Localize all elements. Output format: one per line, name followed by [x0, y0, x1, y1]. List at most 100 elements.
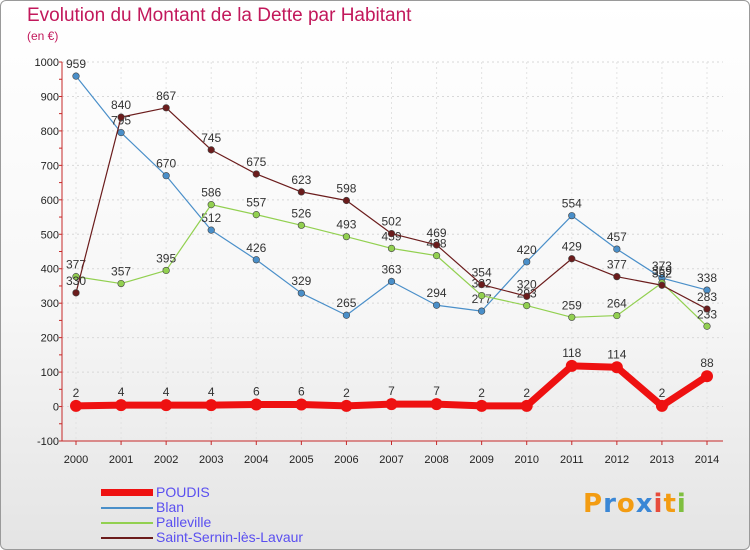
data-point-palleville: [297, 221, 305, 229]
data-point-blan: [703, 286, 711, 294]
data-point-saint-sernin-les-lavaur: [432, 241, 441, 249]
data-label-poudis: 2: [523, 386, 530, 400]
data-point-poudis: [655, 399, 668, 412]
data-label-poudis: 7: [433, 384, 440, 398]
data-label-saint-sernin-les-lavaur: 429: [562, 240, 582, 254]
data-label-poudis: 114: [607, 347, 626, 361]
data-label-saint-sernin-les-lavaur: 598: [336, 182, 356, 196]
legend-label: Blan: [156, 499, 185, 515]
data-label-poudis: 6: [253, 384, 260, 398]
data-point-blan: [207, 226, 215, 234]
data-point-blan: [478, 307, 486, 315]
legend-item: Saint-Sernin-lès-Lavaur: [101, 530, 303, 545]
data-label-saint-sernin-les-lavaur: 354: [472, 266, 492, 280]
data-point-saint-sernin-les-lavaur: [658, 281, 666, 289]
data-point-palleville: [523, 301, 531, 310]
unit-label: (en €): [27, 29, 59, 43]
data-label-blan: 554: [562, 197, 582, 211]
legend-swatch: [101, 506, 153, 509]
data-label-saint-sernin-les-lavaur: 320: [517, 277, 537, 291]
data-label-blan: 265: [336, 296, 356, 310]
data-label-poudis: 4: [163, 385, 170, 399]
data-label-palleville: 357: [111, 265, 131, 279]
y-tick-label: 0: [53, 402, 59, 414]
data-point-saint-sernin-les-lavaur: [252, 170, 260, 178]
data-label-saint-sernin-les-lavaur: 867: [156, 89, 176, 103]
data-label-palleville: 586: [201, 186, 221, 200]
data-point-poudis: [250, 398, 263, 411]
data-point-palleville: [72, 273, 80, 281]
data-point-blan: [252, 256, 260, 264]
legend-label: Palleville: [156, 514, 212, 530]
data-label-palleville: 377: [66, 258, 86, 272]
data-point-poudis: [115, 399, 128, 412]
data-point-blan: [613, 245, 621, 253]
data-point-saint-sernin-les-lavaur: [387, 229, 396, 238]
data-point-blan: [117, 129, 125, 137]
data-label-blan: 329: [291, 274, 311, 288]
data-point-saint-sernin-les-lavaur: [207, 146, 215, 154]
y-tick-label: 600: [41, 195, 59, 207]
x-tick-label: 2013: [650, 454, 674, 466]
data-label-saint-sernin-les-lavaur: 623: [291, 173, 311, 187]
data-label-poudis: 2: [343, 386, 350, 400]
data-point-poudis: [160, 399, 173, 412]
x-tick-label: 2002: [154, 454, 178, 466]
data-point-saint-sernin-les-lavaur: [117, 113, 125, 121]
data-label-poudis: 118: [562, 346, 581, 360]
data-point-saint-sernin-les-lavaur: [523, 292, 531, 300]
data-point-saint-sernin-les-lavaur: [162, 104, 170, 112]
data-label-palleville: 359: [652, 264, 672, 278]
data-label-poudis: 4: [118, 385, 125, 399]
y-tick-label: 400: [41, 264, 59, 276]
data-label-palleville: 493: [336, 218, 356, 232]
data-label-poudis: 2: [659, 386, 666, 400]
data-point-blan: [387, 277, 396, 286]
data-point-saint-sernin-les-lavaur: [72, 289, 80, 297]
data-label-poudis: 7: [388, 384, 395, 398]
data-label-poudis: 2: [478, 386, 485, 400]
data-label-poudis: 2: [73, 386, 80, 400]
legend: POUDIS Blan Palleville Saint-Sernin-lès-Lav…: [101, 485, 303, 545]
logo-letter: P: [583, 489, 604, 519]
x-tick-label: 2007: [379, 454, 403, 466]
data-point-palleville: [478, 292, 486, 300]
data-point-poudis: [520, 399, 533, 412]
y-tick-label: 200: [41, 333, 59, 345]
data-label-poudis: 6: [298, 384, 305, 398]
data-label-saint-sernin-les-lavaur: 330: [66, 274, 86, 288]
x-tick-label: 2011: [560, 454, 584, 466]
data-label-saint-sernin-les-lavaur: 377: [607, 258, 627, 272]
data-label-poudis: 4: [208, 385, 215, 399]
y-tick-label: -100: [37, 436, 59, 448]
data-label-saint-sernin-les-lavaur: 502: [381, 215, 401, 229]
data-label-saint-sernin-les-lavaur: 469: [427, 226, 447, 240]
legend-swatch: [101, 536, 153, 539]
legend-item: Blan: [101, 500, 303, 515]
logo-letter: t: [663, 489, 677, 519]
x-tick-label: 2006: [334, 454, 358, 466]
x-tick-label: 2009: [469, 454, 493, 466]
data-point-blan: [568, 212, 576, 220]
y-tick-label: 900: [41, 91, 59, 103]
legend-item: POUDIS: [101, 485, 303, 500]
data-label-blan: 294: [427, 286, 447, 300]
data-label-blan: 512: [201, 211, 221, 225]
data-point-poudis: [340, 399, 353, 412]
y-tick-label: 300: [41, 298, 59, 310]
data-point-poudis: [295, 398, 308, 411]
logo-letter: r: [603, 489, 617, 519]
legend-label: POUDIS: [156, 484, 210, 500]
data-point-blan: [162, 172, 170, 180]
data-point-blan: [297, 289, 305, 297]
data-point-palleville: [162, 266, 170, 275]
data-label-palleville: 233: [697, 307, 717, 321]
data-label-blan: 338: [697, 271, 717, 285]
y-tick-label: 1000: [35, 57, 59, 69]
data-point-saint-sernin-les-lavaur: [297, 188, 305, 196]
data-label-blan: 457: [607, 230, 627, 244]
legend-swatch: [101, 521, 153, 524]
proxiti-logo: Proxiti: [583, 489, 687, 519]
legend-swatch: [101, 489, 153, 496]
data-point-poudis: [70, 399, 82, 412]
